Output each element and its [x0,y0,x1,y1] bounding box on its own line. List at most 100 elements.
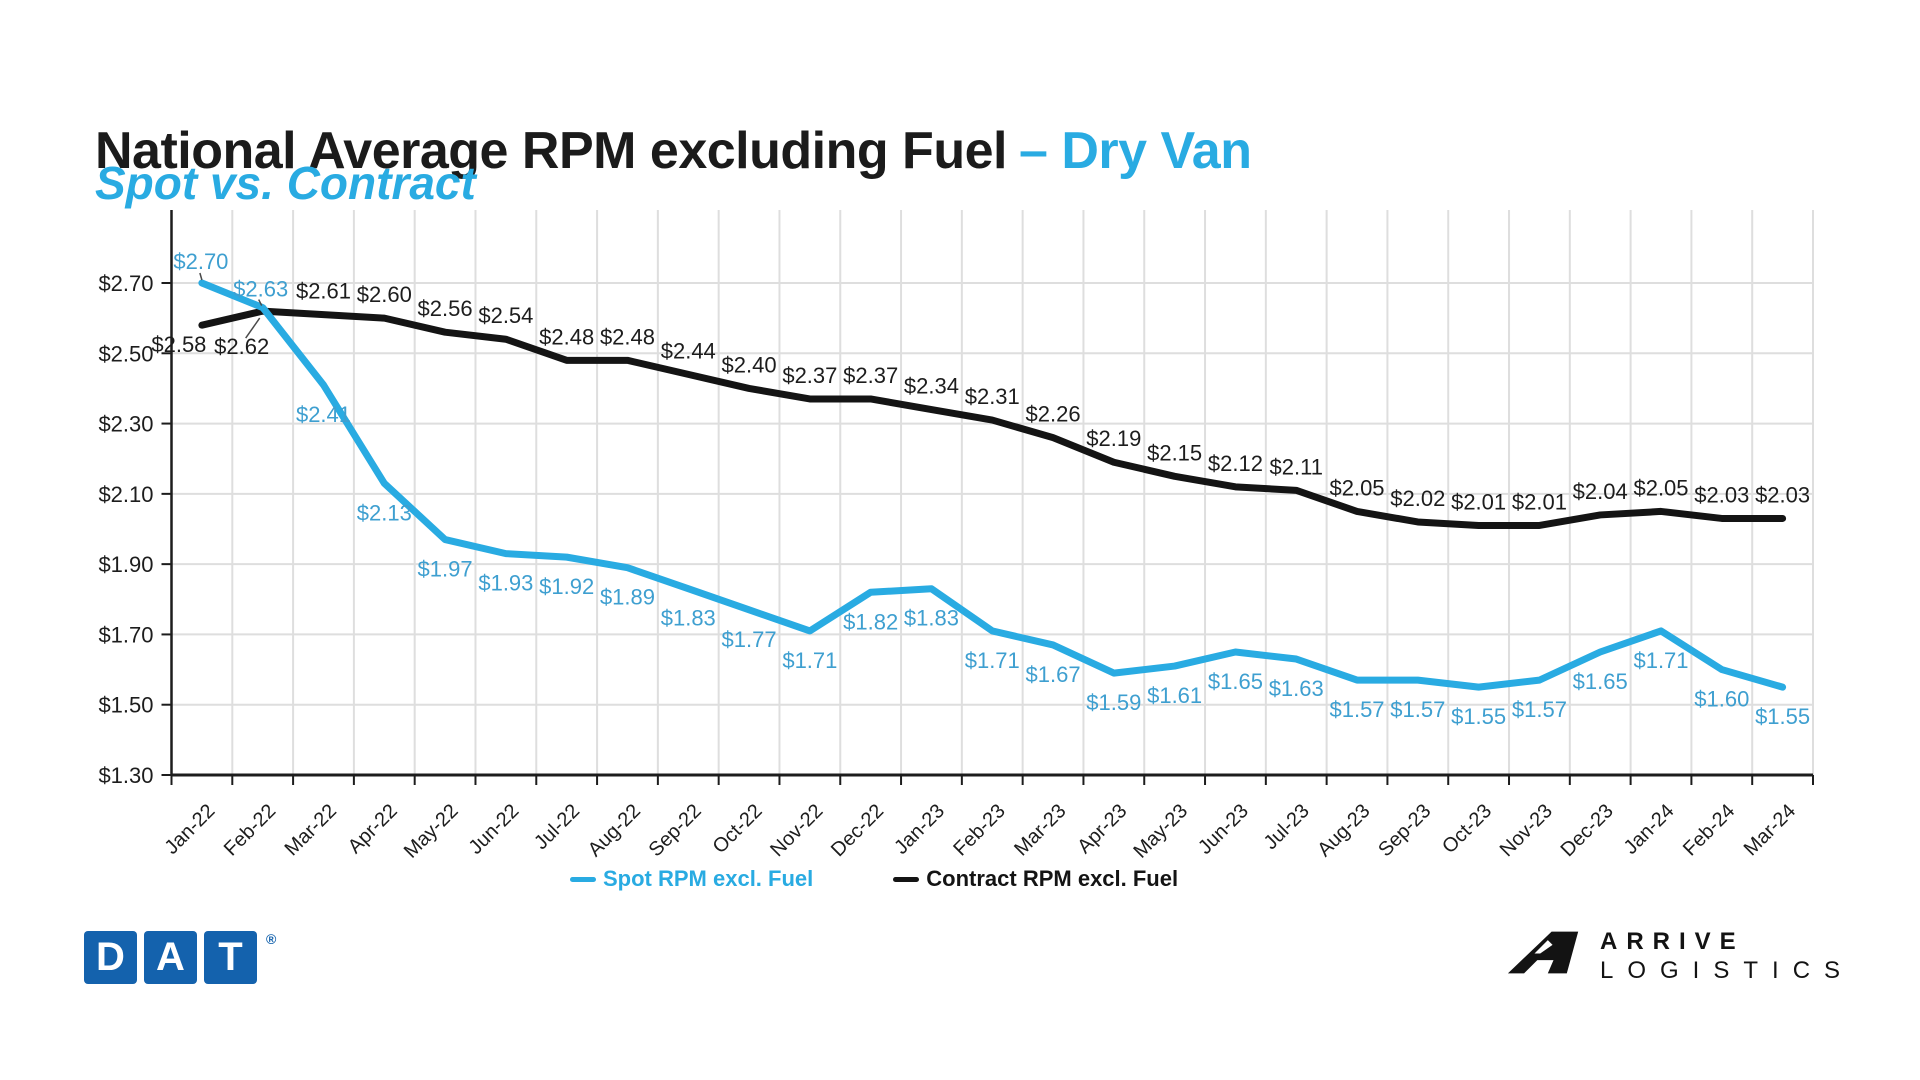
spot-value-label: $1.71 [782,648,837,673]
spot-value-label: $2.41 [296,402,351,427]
chart-legend: Spot RPM excl. Fuel Contract RPM excl. F… [570,866,1178,892]
arrive-wordmark-block: ARRIVE LOGISTICS [1600,930,1854,983]
contract-value-label: $2.05 [1633,475,1688,500]
spot-value-label: $1.65 [1573,669,1628,694]
y-tick-label: $1.90 [98,552,153,577]
contract-value-label: $2.34 [904,374,959,399]
x-axis-label: Mar-22 [281,800,341,860]
contract-line-path [198,307,1787,529]
contract-value-label: $2.12 [1208,451,1263,476]
contract-value-label: $2.03 [1755,482,1810,507]
x-axis-label: Dec-22 [827,800,888,861]
spot-value-label: $1.93 [478,571,533,596]
contract-value-label: $2.58 [151,332,206,357]
spot-value-label: $1.97 [418,557,473,582]
spot-value-label: $1.83 [661,606,716,631]
spot-value-label: $1.65 [1208,669,1263,694]
spot-line-swatch [570,876,596,882]
registered-trademark-mark: ® [266,931,277,947]
x-axis-label: Aug-22 [584,800,645,861]
x-axis-label: May-22 [400,800,463,863]
spot-value-label: $1.63 [1269,676,1324,701]
contract-value-label: $2.61 [296,279,351,304]
contract-line-swatch [893,876,920,882]
y-tick-label: $2.30 [98,412,153,437]
spot-value-label: $1.55 [1755,704,1810,729]
legend-item-contract: Contract RPM excl. Fuel [893,866,1178,892]
contract-value-label: $2.60 [357,282,412,307]
contract-value-label: $2.44 [661,338,716,363]
leader-line [199,272,203,281]
contract-value-label: $2.54 [478,303,533,328]
arrive-logistics-logo: ARRIVE LOGISTICS [1506,930,1854,983]
x-axis-label: Jul-22 [530,800,584,854]
contract-value-label: $2.02 [1390,486,1445,511]
x-axis-label: Jan-23 [890,800,949,859]
contract-value-label: $2.48 [539,324,594,349]
x-axis-label: Jun-22 [465,800,524,859]
spot-value-label: $1.55 [1451,704,1506,729]
contract-value-label: $2.15 [1147,440,1202,465]
spot-value-label: $1.71 [965,648,1020,673]
x-axis-label: Feb-22 [220,800,280,860]
x-axis-label: Dec-23 [1557,800,1618,861]
contract-value-label: $2.62 [214,334,269,359]
leader-line [258,299,263,306]
x-axis-label: Oct-23 [1438,800,1496,858]
contract-value-label: $2.37 [782,363,837,388]
contract-value-label: $2.31 [965,384,1020,409]
spot-value-label: $1.57 [1329,697,1384,722]
contract-value-label: $2.05 [1329,475,1384,500]
spot-value-label: $1.59 [1086,690,1141,715]
spot-value-label: $2.63 [233,277,288,302]
title-accent: – Dry Van [1018,121,1252,180]
title-main: National Average RPM excluding Fuel [95,121,1007,180]
spot-value-label: $1.67 [1026,662,1081,687]
x-axis-label: Jul-23 [1260,800,1314,854]
legend-item-spot: Spot RPM excl. Fuel [570,866,813,892]
dat-letter-t: T [204,931,257,984]
contract-value-label: $2.04 [1573,479,1628,504]
arrive-a-icon [1507,931,1579,974]
legend-label-contract: Contract RPM excl. Fuel [926,866,1179,891]
x-axis-label: Feb-23 [949,800,1009,860]
y-tick-label: $1.50 [98,693,153,718]
x-axis-label: Mar-23 [1010,800,1070,860]
x-axis-label: Apr-23 [1073,800,1131,858]
contract-value-label: $2.11 [1270,454,1323,479]
contract-value-label: $2.19 [1086,426,1141,451]
y-tick-label: $2.50 [98,341,153,366]
contract-value-label: $2.03 [1694,482,1749,507]
x-axis-label: Mar-24 [1740,800,1800,860]
dat-letter-d: D [84,931,137,984]
spot-value-label: $1.83 [904,606,959,631]
contract-value-label: $2.26 [1026,402,1081,427]
contract-value-label: $2.01 [1451,489,1506,514]
spot-value-label: $1.89 [600,585,655,610]
contract-value-label: $2.01 [1512,489,1567,514]
spot-value-label: $1.60 [1694,687,1749,712]
y-tick-label: $2.70 [98,271,153,296]
y-tick-label: $1.30 [98,763,153,788]
contract-value-label: $2.48 [600,324,655,349]
logistics-wordmark: LOGISTICS [1600,957,1855,984]
spot-value-label: $1.82 [843,609,898,634]
dat-logo: D A T ® [84,931,276,984]
page-title: National Average RPM excluding Fuel – Dry… [95,121,1252,181]
spot-value-label: $1.57 [1390,697,1445,722]
x-axis-label: Jan-24 [1620,800,1679,859]
dat-letter-a: A [144,931,197,984]
spot-value-label: $2.70 [173,249,228,274]
y-tick-label: $2.10 [98,482,153,507]
x-axis-label: Jan-22 [161,800,220,859]
x-axis-label: Nov-23 [1496,800,1557,861]
x-axis-label: Sep-23 [1374,800,1435,861]
contract-value-label: $2.37 [843,363,898,388]
spot-value-label: $1.71 [1633,648,1688,673]
legend-label-spot: Spot RPM excl. Fuel [603,866,814,891]
x-axis-label: May-23 [1129,800,1192,863]
spot-value-label: $1.61 [1147,683,1202,708]
leader-line [245,317,261,339]
spot-value-label: $1.92 [539,574,594,599]
